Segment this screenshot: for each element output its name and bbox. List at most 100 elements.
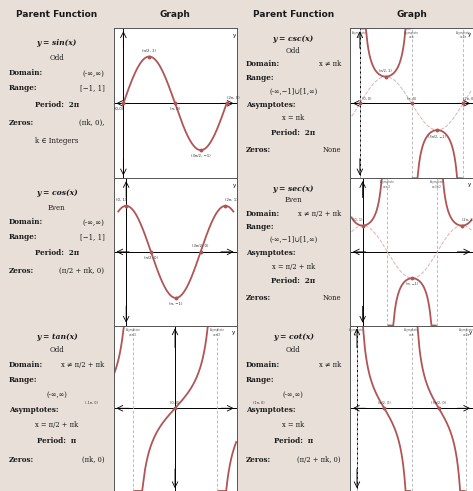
Text: y: y — [232, 330, 235, 335]
Text: None: None — [323, 294, 341, 301]
Text: (-∞,∞): (-∞,∞) — [283, 391, 304, 399]
Text: y: y — [232, 33, 236, 38]
Text: Even: Even — [284, 196, 302, 204]
Text: (π/2, 1): (π/2, 1) — [142, 49, 156, 53]
Text: y: y — [469, 330, 472, 335]
Text: (2π, 0): (2π, 0) — [463, 97, 473, 101]
Text: (0, 1): (0, 1) — [116, 198, 126, 202]
Text: Asymptote
x=3π/2: Asymptote x=3π/2 — [429, 181, 445, 189]
Text: Asymptotes:: Asymptotes: — [245, 249, 295, 257]
Text: Graph: Graph — [159, 10, 191, 19]
Text: (π/2, 1): (π/2, 1) — [379, 69, 392, 73]
Text: Range:: Range: — [245, 376, 274, 384]
Text: [−1, 1]: [−1, 1] — [79, 84, 105, 92]
Text: x ≠ πk: x ≠ πk — [319, 361, 341, 369]
Text: y = sin(x): y = sin(x) — [36, 39, 77, 48]
Text: Domain:: Domain: — [9, 69, 43, 78]
Text: x = π/2 + πk: x = π/2 + πk — [35, 421, 79, 429]
Text: (0, 0): (0, 0) — [361, 97, 371, 101]
Text: Period:  π: Period: π — [274, 437, 313, 445]
Text: Range:: Range: — [245, 74, 274, 82]
Text: x ≠ π/2 + πk: x ≠ π/2 + πk — [298, 210, 341, 218]
Text: (2π, 1): (2π, 1) — [462, 218, 473, 221]
Text: (πk, 0): (πk, 0) — [82, 456, 105, 464]
Text: x = π/2 + πk: x = π/2 + πk — [272, 263, 315, 271]
Text: Zeros:: Zeros: — [245, 146, 271, 154]
Text: Asymptote
x=π: Asymptote x=π — [404, 31, 419, 39]
Text: Even: Even — [48, 204, 66, 212]
Text: (π/2 + πk, 0): (π/2 + πk, 0) — [298, 456, 341, 464]
Text: x ≠ πk: x ≠ πk — [319, 60, 341, 68]
Text: (3π/2, 0): (3π/2, 0) — [193, 244, 209, 248]
Text: Odd: Odd — [49, 55, 64, 62]
Text: Asymptote
x=2π: Asymptote x=2π — [455, 31, 471, 39]
Text: x ≠ π/2 + πk: x ≠ π/2 + πk — [61, 361, 105, 369]
Text: y = cos(x): y = cos(x) — [36, 189, 78, 197]
Text: Odd: Odd — [286, 346, 301, 355]
Text: Asymptote
x=π/2: Asymptote x=π/2 — [210, 328, 225, 337]
Text: Odd: Odd — [49, 346, 64, 355]
Text: x = πk: x = πk — [282, 114, 305, 122]
Text: Asymptote
x=π/2: Asymptote x=π/2 — [380, 181, 395, 189]
Text: (2π, 0): (2π, 0) — [227, 96, 239, 100]
Text: Asymptotes:: Asymptotes: — [9, 406, 59, 414]
Text: (π, −1): (π, −1) — [169, 301, 183, 305]
Text: Asymptotes:: Asymptotes: — [245, 101, 295, 109]
Text: Domain:: Domain: — [245, 60, 280, 68]
Text: y: y — [232, 183, 236, 188]
Text: Asymptotes:: Asymptotes: — [245, 406, 295, 414]
Text: (0,0): (0,0) — [114, 107, 123, 111]
Text: (-1π, 0): (-1π, 0) — [85, 401, 97, 405]
Text: Range:: Range: — [9, 84, 37, 92]
Text: y: y — [468, 182, 472, 187]
Text: (3π/2, −1): (3π/2, −1) — [191, 154, 210, 158]
Text: (-∞,∞): (-∞,∞) — [83, 218, 105, 226]
Text: Parent Function: Parent Function — [16, 10, 97, 19]
Text: Domain:: Domain: — [245, 361, 280, 369]
Text: y = sec(x): y = sec(x) — [272, 185, 314, 192]
Text: Period:  2π: Period: 2π — [35, 101, 79, 109]
Text: Zeros:: Zeros: — [9, 456, 34, 464]
Text: (π/2, 0): (π/2, 0) — [144, 255, 158, 260]
Text: Zeros:: Zeros: — [245, 294, 271, 301]
Text: (1π, 0): (1π, 0) — [253, 401, 265, 405]
Text: Period:  π: Period: π — [37, 437, 76, 445]
Text: (π, 0): (π, 0) — [170, 107, 180, 111]
Text: Asymptote
x=0: Asymptote x=0 — [350, 328, 365, 337]
Text: (2π, 1): (2π, 1) — [226, 198, 238, 202]
Text: (3π/2, 0): (3π/2, 0) — [431, 401, 447, 405]
Text: Period:  2π: Period: 2π — [271, 277, 315, 285]
Text: (πk, 0),: (πk, 0), — [79, 119, 105, 127]
Text: y: y — [468, 32, 472, 37]
Text: (-∞,∞): (-∞,∞) — [83, 69, 105, 78]
Text: Domain:: Domain: — [9, 361, 43, 369]
Text: Asymptote
x=2π: Asymptote x=2π — [458, 328, 473, 337]
Text: k ∈ Integers: k ∈ Integers — [35, 137, 79, 145]
Text: x = πk: x = πk — [282, 421, 305, 429]
Text: Zeros:: Zeros: — [245, 456, 271, 464]
Text: Period:  2π: Period: 2π — [271, 129, 315, 137]
Text: (0, 0): (0, 0) — [170, 401, 180, 405]
Text: Zeros:: Zeros: — [9, 119, 34, 127]
Text: y = tan(x): y = tan(x) — [36, 333, 78, 341]
Text: (-∞,−1]∪[1,∞): (-∞,−1]∪[1,∞) — [269, 236, 317, 244]
Text: Range:: Range: — [9, 376, 37, 384]
Text: Domain:: Domain: — [9, 218, 43, 226]
Text: Odd: Odd — [286, 47, 301, 55]
Text: (π, 0): (π, 0) — [407, 97, 416, 101]
Text: Asymptote
x=0: Asymptote x=0 — [352, 31, 368, 39]
Text: Asymptote
x=π: Asymptote x=π — [404, 328, 419, 337]
Text: (-∞,−1]∪[1,∞): (-∞,−1]∪[1,∞) — [269, 87, 317, 95]
Text: (0, 1): (0, 1) — [353, 218, 363, 221]
Text: Period:  2π: Period: 2π — [35, 249, 79, 257]
Text: Parent Function: Parent Function — [253, 10, 334, 19]
Text: Zeros:: Zeros: — [9, 267, 34, 275]
Text: Range:: Range: — [9, 233, 37, 241]
Text: (3π/2, −1): (3π/2, −1) — [429, 136, 446, 139]
Text: Asymptote
x=π/2: Asymptote x=π/2 — [125, 328, 140, 337]
Text: (π/2, 0): (π/2, 0) — [378, 401, 391, 405]
Text: (π/2 + πk, 0): (π/2 + πk, 0) — [60, 267, 105, 275]
Text: [−1, 1]: [−1, 1] — [79, 233, 105, 241]
Text: Range:: Range: — [245, 223, 274, 231]
Text: Domain:: Domain: — [245, 210, 280, 218]
